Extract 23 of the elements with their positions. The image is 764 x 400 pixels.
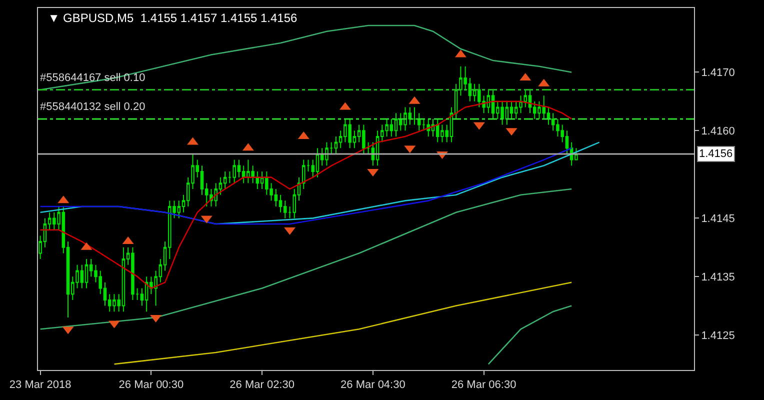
line-series bbox=[40, 188, 572, 330]
ref-line-label: #558440132 sell 0.20 bbox=[40, 101, 146, 113]
candlestick bbox=[417, 112, 421, 132]
line-series bbox=[40, 24, 572, 90]
line-series bbox=[114, 282, 572, 365]
ref-line-label: 1.4156 bbox=[699, 148, 733, 160]
y-tick-label: 1.4145 bbox=[701, 213, 735, 226]
x-tick-label: 26 Mar 06:30 bbox=[451, 379, 516, 392]
y-tick-label: 1.4125 bbox=[701, 330, 735, 342]
line-series bbox=[488, 305, 572, 365]
y-tick-label: 1.4170 bbox=[701, 67, 735, 80]
y-tick-label: 1.4160 bbox=[701, 125, 735, 138]
chart-title: ▼ GBPUSD,M5 1.4155 1.4157 1.4155 1.4156 bbox=[48, 10, 298, 25]
line-series bbox=[40, 100, 572, 289]
y-tick-label: 1.4135 bbox=[701, 271, 735, 284]
x-tick-label: 23 Mar 2018 bbox=[9, 379, 72, 392]
x-tick-label: 26 Mar 04:30 bbox=[340, 379, 406, 392]
x-tick-label: 26 Mar 02:30 bbox=[230, 379, 294, 392]
candlestick bbox=[366, 142, 370, 154]
candlestick bbox=[302, 159, 306, 190]
candlestick bbox=[412, 106, 416, 126]
x-tick-label: 26 Mar 00:30 bbox=[118, 379, 184, 392]
candlestick bbox=[256, 170, 260, 190]
